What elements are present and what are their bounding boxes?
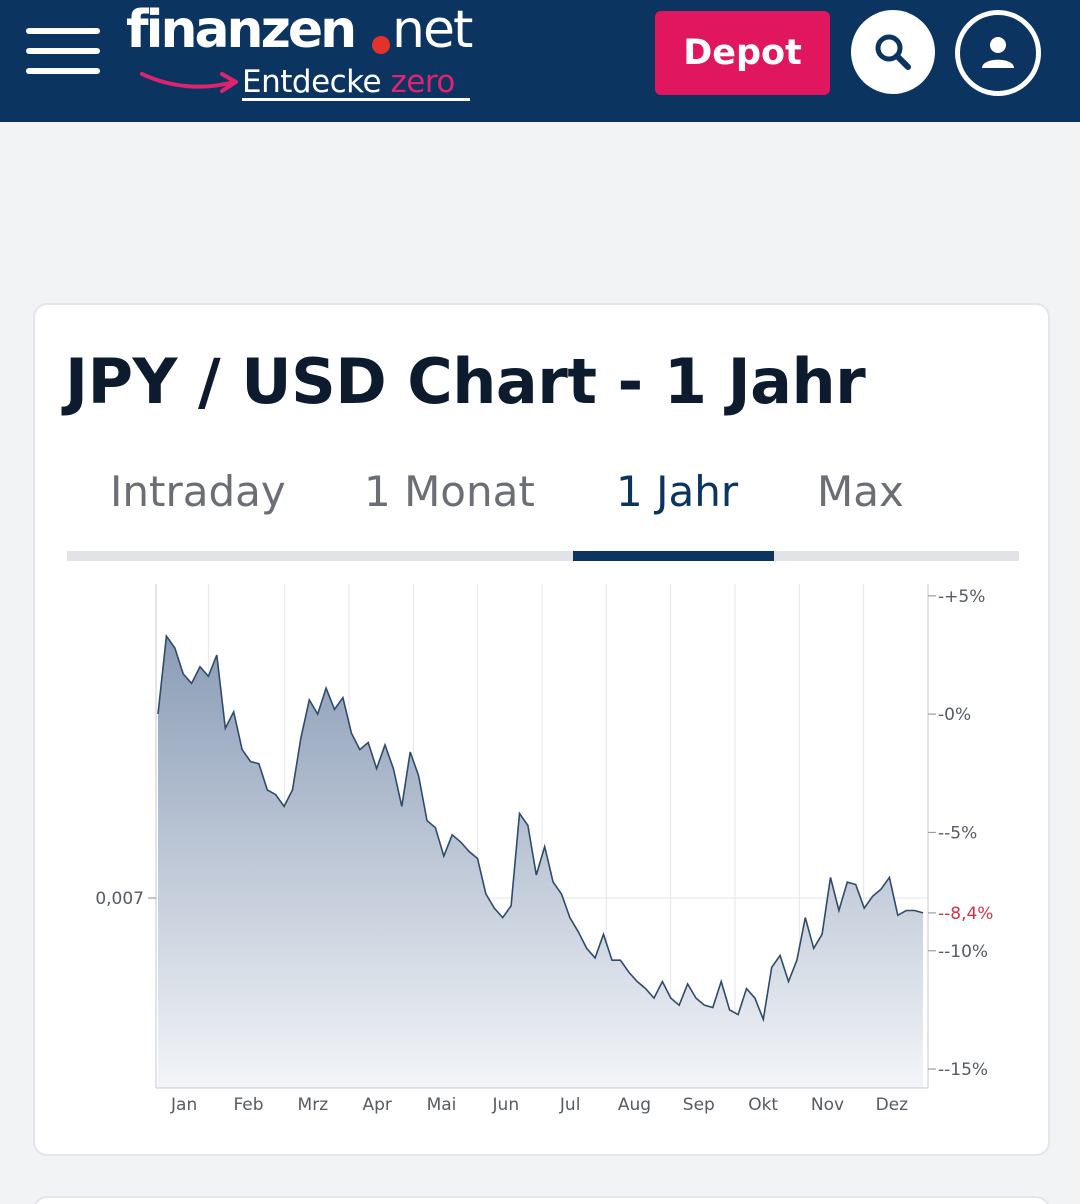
logo-swoosh-arrow-icon <box>140 72 238 93</box>
hamburger-menu-icon[interactable] <box>26 26 100 80</box>
price-chart[interactable]: Jan Feb Mrz Apr Mai Jun Jul Aug Sep Okt Nov Dez -+5… <box>35 305 1048 1154</box>
right-tick-label: --5% <box>938 823 977 843</box>
logo-tld-text: net <box>392 0 473 60</box>
tab-intraday[interactable]: Intraday <box>110 467 286 516</box>
finanzen-net-logo[interactable]: finanzen net Entdecke zero <box>126 0 473 107</box>
chart-card: JPY / USD Chart - 1 Jahr Intraday 1 Mona… <box>33 303 1050 1156</box>
x-tick-label: Nov <box>811 1095 844 1115</box>
tab-1-jahr[interactable]: 1 Jahr <box>616 467 739 516</box>
x-tick-label: Jan <box>170 1095 197 1115</box>
right-axis-labels: -+5% -0% --5% --10% --15% <box>928 587 988 1080</box>
right-tick-label: -0% <box>938 705 971 725</box>
right-tick-label: --10% <box>938 942 988 962</box>
x-axis-labels: Jan Feb Mrz Apr Mai Jun Jul Aug Sep Okt Nov Dez <box>170 1095 908 1115</box>
x-tick-label: Aug <box>618 1095 651 1115</box>
logo-tagline-accent: zero <box>390 64 455 100</box>
user-icon <box>982 37 1014 68</box>
current-change-marker: --8,4% <box>928 904 993 924</box>
logo-dot <box>372 36 390 54</box>
search-button[interactable] <box>851 10 935 94</box>
x-tick-label: Jun <box>492 1095 520 1115</box>
chart-price-line <box>157 633 924 1023</box>
next-card <box>33 1196 1050 1204</box>
current-change-label: --8,4% <box>938 904 993 924</box>
x-tick-label: Jul <box>559 1095 581 1115</box>
right-tick-label: -+5% <box>938 587 985 607</box>
tab-max[interactable]: Max <box>817 467 904 516</box>
top-navigation-bar: finanzen net Entdecke zero Depot <box>0 0 1080 122</box>
logo-brand-text: finanzen <box>126 0 357 60</box>
depot-button[interactable]: Depot <box>655 11 830 95</box>
x-tick-label: Apr <box>362 1095 391 1115</box>
x-tick-label: Sep <box>683 1095 715 1115</box>
tab-track <box>67 551 1019 561</box>
x-tick-label: Mai <box>427 1095 457 1115</box>
tab-1-monat[interactable]: 1 Monat <box>364 467 535 516</box>
left-tick-label: 0,007 <box>95 889 144 909</box>
logo-tagline-prefix: Entdecke <box>242 64 391 100</box>
logo-tagline-underline <box>242 98 470 101</box>
user-account-button[interactable] <box>955 10 1041 96</box>
left-axis-labels: 0,007 <box>95 889 156 909</box>
right-tick-label: --15% <box>938 1060 988 1080</box>
x-tick-label: Mrz <box>298 1095 329 1115</box>
x-tick-label: Dez <box>876 1095 909 1115</box>
x-tick-label: Feb <box>233 1095 263 1115</box>
chart-range-tabs: Intraday 1 Monat 1 Jahr Max <box>67 445 1019 563</box>
tab-active-indicator <box>573 551 774 561</box>
search-icon <box>875 34 911 70</box>
x-tick-label: Okt <box>748 1095 778 1115</box>
logo-tagline: Entdecke zero <box>242 64 455 100</box>
page-title: JPY / USD Chart - 1 Jahr <box>65 345 866 418</box>
chart-axes <box>155 584 929 1089</box>
